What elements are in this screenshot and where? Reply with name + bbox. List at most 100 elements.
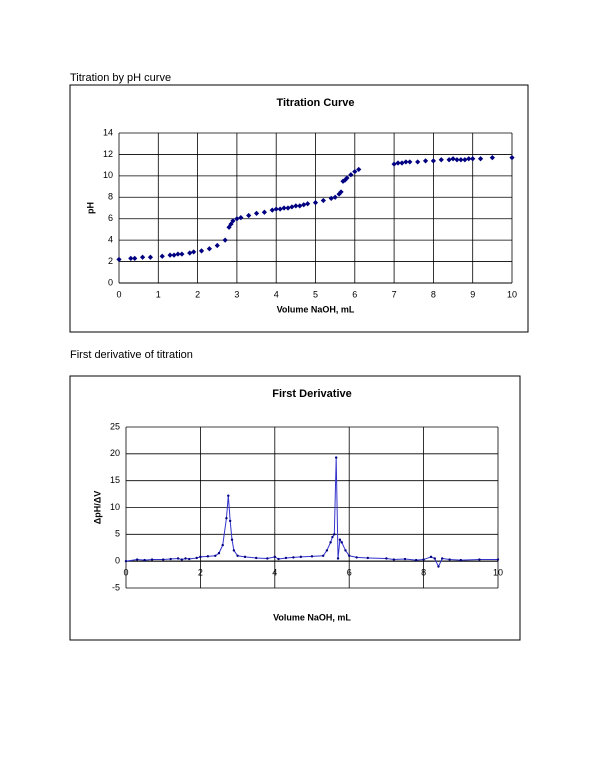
data-point <box>336 557 340 560</box>
data-point <box>139 254 146 260</box>
data-point <box>124 559 128 563</box>
data-point <box>143 558 146 562</box>
data-point <box>352 168 358 175</box>
chart-title: First Derivative <box>272 388 351 400</box>
data-point <box>391 161 397 167</box>
data-point <box>454 157 460 163</box>
data-point <box>214 554 217 557</box>
data-point <box>325 549 329 552</box>
data-point <box>331 535 334 539</box>
data-point <box>438 157 444 163</box>
data-point <box>217 551 221 555</box>
data-point <box>243 555 247 559</box>
y-tick-label: 10 <box>110 502 120 512</box>
data-point <box>328 195 334 201</box>
data-point <box>198 248 205 254</box>
y-tick-label: 6 <box>108 213 113 223</box>
data-point <box>332 194 338 200</box>
caption: Titration by pH curve <box>70 72 171 84</box>
data-point <box>206 555 210 558</box>
x-tick-label: 8 <box>431 289 436 299</box>
data-point <box>253 210 260 216</box>
y-tick-label: 15 <box>110 475 120 485</box>
data-point <box>176 557 180 560</box>
data-point <box>342 177 348 183</box>
data-point <box>199 555 202 559</box>
data-point <box>310 555 314 558</box>
data-point <box>478 558 481 561</box>
y-tick-label: 20 <box>110 448 120 458</box>
data-point <box>458 157 464 163</box>
data-point <box>292 556 295 559</box>
data-point <box>116 256 122 263</box>
y-tick-label: 14 <box>103 127 113 137</box>
data-point <box>222 237 228 243</box>
data-point <box>289 204 295 210</box>
data-point <box>429 555 433 559</box>
data-point <box>236 554 239 557</box>
data-point <box>450 156 456 162</box>
data-point <box>180 558 183 561</box>
data-point <box>403 557 407 561</box>
data-point <box>366 556 369 560</box>
data-point <box>232 549 236 552</box>
caption: First derivative of titration <box>70 349 193 361</box>
data-point <box>135 558 139 561</box>
data-point <box>344 175 350 181</box>
y-tick-label: 25 <box>110 421 120 431</box>
data-point <box>238 215 244 221</box>
data-point <box>187 250 193 256</box>
data-point <box>301 202 307 208</box>
data-point <box>348 554 351 557</box>
data-point <box>277 557 280 561</box>
chart-title: Titration Curve <box>276 97 354 109</box>
y-tick-label: 10 <box>103 170 113 180</box>
data-point <box>459 558 462 562</box>
data-point <box>273 206 279 212</box>
data-point <box>320 197 326 204</box>
data-point <box>184 557 187 560</box>
y-tick-label: -5 <box>112 582 120 592</box>
data-point <box>422 558 425 561</box>
x-tick-label: 4 <box>274 289 279 299</box>
data-point <box>399 160 405 166</box>
data-point <box>340 541 343 544</box>
data-point <box>179 251 185 257</box>
data-point <box>147 254 154 260</box>
data-point <box>392 558 396 561</box>
y-tick-label: 0 <box>108 277 113 287</box>
data-point <box>462 157 468 163</box>
data-point <box>285 205 291 211</box>
data-point <box>329 541 332 544</box>
y-tick-label: 0 <box>115 556 120 566</box>
data-point <box>312 200 319 206</box>
data-point <box>221 543 224 547</box>
data-point <box>407 159 413 165</box>
data-point <box>214 242 220 249</box>
x-tick-label: 3 <box>234 289 239 299</box>
data-point <box>234 216 240 222</box>
data-point <box>333 533 336 536</box>
data-point <box>321 554 325 557</box>
data-point <box>395 160 401 166</box>
data-point <box>356 166 362 173</box>
data-point <box>206 246 212 252</box>
y-axis-label: ΔpH/ΔV <box>92 491 102 524</box>
data-point <box>299 555 303 559</box>
data-point <box>227 494 230 497</box>
x-tick-label: 2 <box>195 289 200 299</box>
data-point <box>225 517 228 520</box>
y-tick-label: 5 <box>115 529 120 539</box>
data-point <box>336 191 342 197</box>
data-point <box>385 557 388 560</box>
data-point <box>446 157 452 163</box>
data-point <box>477 156 484 162</box>
data-point <box>128 255 134 261</box>
data-point <box>132 255 138 261</box>
x-tick-label: 6 <box>352 289 357 299</box>
data-point <box>334 456 338 459</box>
x-tick-label: 7 <box>392 289 397 299</box>
x-axis-label: Volume NaOH, mL <box>277 304 355 314</box>
data-point <box>466 156 472 162</box>
